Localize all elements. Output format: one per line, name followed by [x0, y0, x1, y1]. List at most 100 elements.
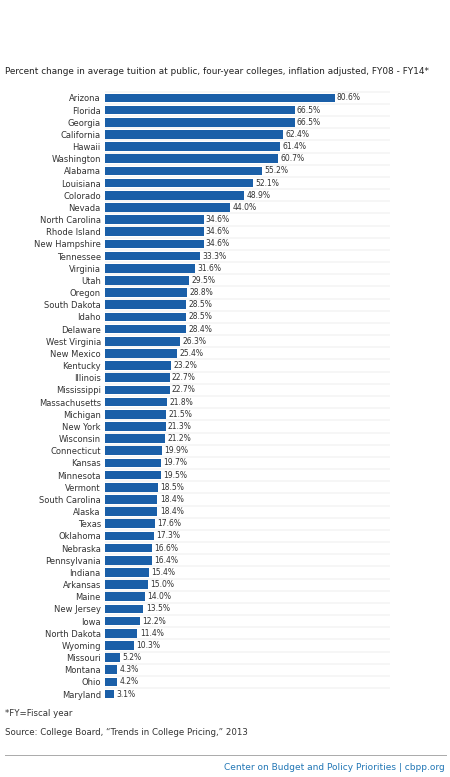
Bar: [105, 325, 186, 333]
Bar: [105, 252, 200, 260]
Bar: [105, 678, 117, 686]
Text: 21.2%: 21.2%: [168, 434, 191, 443]
Text: 4.2%: 4.2%: [119, 678, 139, 686]
Text: 23.2%: 23.2%: [173, 361, 197, 370]
Text: 19.7%: 19.7%: [163, 458, 188, 468]
Text: 28.5%: 28.5%: [189, 312, 212, 322]
Text: 19.9%: 19.9%: [164, 446, 188, 455]
Bar: [105, 215, 203, 224]
Bar: [105, 349, 177, 357]
Text: 28.5%: 28.5%: [189, 300, 212, 309]
Text: Tuition Has Increased Sharply at Public Colleges and Universities: Tuition Has Increased Sharply at Public …: [14, 35, 436, 45]
Bar: [105, 471, 161, 479]
Text: 14.0%: 14.0%: [147, 592, 171, 601]
Bar: [105, 544, 152, 552]
Bar: [105, 519, 155, 528]
Bar: [105, 228, 203, 236]
Bar: [105, 301, 186, 309]
Text: 31.6%: 31.6%: [198, 263, 221, 273]
Text: 60.7%: 60.7%: [280, 155, 304, 163]
Text: 44.0%: 44.0%: [233, 203, 257, 212]
Text: 80.6%: 80.6%: [337, 93, 361, 103]
Text: 55.2%: 55.2%: [265, 166, 288, 176]
Text: 22.7%: 22.7%: [172, 373, 196, 382]
Text: 18.5%: 18.5%: [160, 483, 184, 492]
Text: 34.6%: 34.6%: [206, 227, 230, 236]
Bar: [105, 288, 187, 297]
Bar: [105, 531, 154, 540]
Text: 12.2%: 12.2%: [142, 617, 166, 625]
Text: 66.5%: 66.5%: [297, 118, 321, 127]
Bar: [105, 617, 140, 625]
Bar: [105, 495, 158, 503]
Text: Center on Budget and Policy Priorities | cbpp.org: Center on Budget and Policy Priorities |…: [224, 764, 445, 772]
Text: 18.4%: 18.4%: [160, 507, 184, 516]
Text: 17.3%: 17.3%: [157, 531, 180, 541]
Bar: [105, 568, 149, 577]
Text: 22.7%: 22.7%: [172, 385, 196, 395]
Text: 25.4%: 25.4%: [180, 349, 204, 358]
Text: *FY=Fiscal year: *FY=Fiscal year: [5, 709, 73, 719]
Text: 5.2%: 5.2%: [122, 653, 141, 662]
Text: 4.3%: 4.3%: [120, 665, 139, 674]
Bar: [105, 605, 144, 613]
Text: 21.5%: 21.5%: [169, 409, 193, 419]
Text: 16.4%: 16.4%: [154, 556, 178, 565]
Text: 62.4%: 62.4%: [285, 130, 309, 139]
Bar: [105, 556, 152, 565]
Bar: [105, 155, 278, 163]
Bar: [105, 434, 166, 443]
Text: 19.5%: 19.5%: [163, 471, 187, 479]
Bar: [105, 93, 335, 103]
Bar: [105, 641, 135, 650]
Bar: [105, 374, 170, 382]
Bar: [105, 118, 294, 127]
Bar: [105, 629, 138, 638]
Text: 16.6%: 16.6%: [155, 544, 179, 552]
Bar: [105, 191, 244, 200]
Bar: [105, 458, 161, 467]
Text: 18.4%: 18.4%: [160, 495, 184, 504]
Text: 52.1%: 52.1%: [256, 179, 279, 187]
Text: 34.6%: 34.6%: [206, 239, 230, 249]
Text: 48.9%: 48.9%: [247, 190, 270, 200]
Bar: [105, 446, 162, 455]
Bar: [105, 130, 283, 139]
Bar: [105, 276, 189, 285]
Text: 10.3%: 10.3%: [137, 641, 161, 650]
Bar: [105, 580, 148, 589]
Text: 61.4%: 61.4%: [282, 142, 306, 151]
Text: 13.5%: 13.5%: [146, 605, 170, 613]
Text: 33.3%: 33.3%: [202, 252, 226, 260]
Text: 28.4%: 28.4%: [188, 325, 212, 333]
Text: Figure 5: Figure 5: [202, 5, 248, 19]
Bar: [105, 203, 230, 212]
Bar: [105, 337, 180, 346]
Text: 34.6%: 34.6%: [206, 215, 230, 224]
Bar: [105, 361, 171, 370]
Text: 11.4%: 11.4%: [140, 629, 164, 638]
Text: 15.0%: 15.0%: [150, 580, 174, 589]
Text: 17.6%: 17.6%: [158, 519, 181, 528]
Bar: [105, 312, 186, 322]
Bar: [105, 239, 203, 249]
Text: 28.8%: 28.8%: [189, 288, 213, 297]
Bar: [105, 264, 195, 273]
Bar: [105, 385, 170, 394]
Text: 29.5%: 29.5%: [191, 276, 216, 285]
Bar: [105, 179, 253, 187]
Bar: [105, 142, 280, 151]
Bar: [105, 106, 294, 114]
Text: 26.3%: 26.3%: [182, 336, 206, 346]
Text: 15.4%: 15.4%: [151, 568, 175, 577]
Text: 21.3%: 21.3%: [168, 422, 192, 431]
Text: 21.8%: 21.8%: [169, 398, 193, 406]
Text: 66.5%: 66.5%: [297, 106, 321, 114]
Bar: [105, 422, 166, 430]
Bar: [105, 592, 145, 601]
Text: 3.1%: 3.1%: [116, 690, 135, 699]
Bar: [105, 665, 117, 674]
Bar: [105, 507, 158, 516]
Bar: [105, 483, 158, 492]
Bar: [105, 166, 262, 176]
